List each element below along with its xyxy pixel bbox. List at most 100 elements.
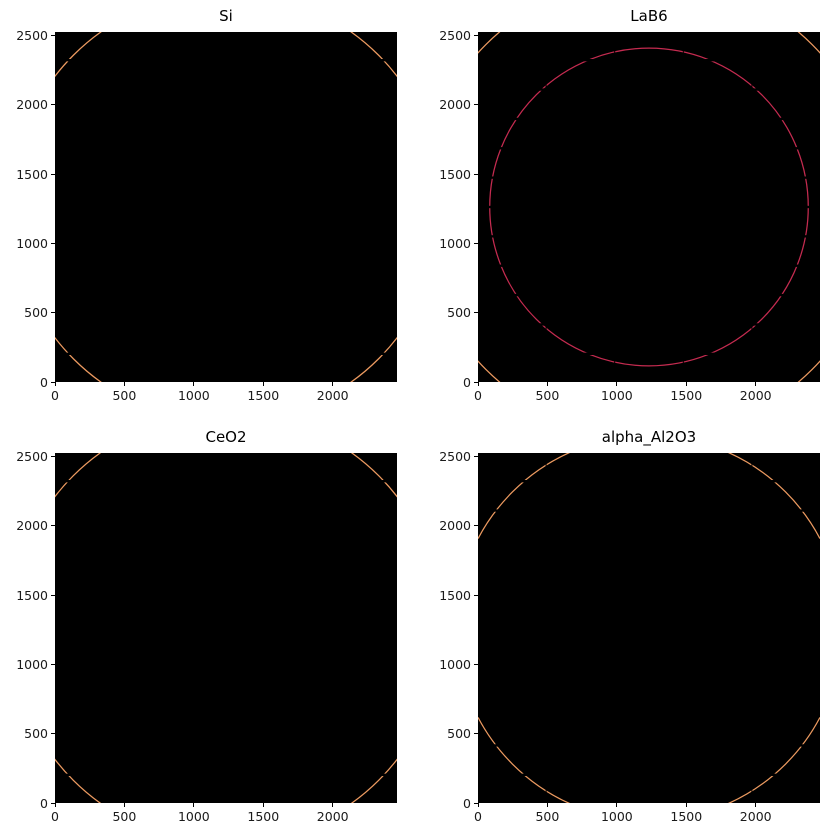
y-tick [474,663,478,665]
y-tick-label: 2000 [439,97,471,113]
y-tick [51,663,55,665]
x-tick-label: 1000 [600,388,633,403]
y-tick-label: 1000 [439,235,471,251]
x-tick-label: 1500 [247,388,280,403]
y-tick [51,173,55,175]
y-tick [474,381,478,383]
y-tick [474,594,478,596]
y-tick-label: 0 [40,795,48,811]
y-tick-label: 2000 [439,518,471,534]
x-tick [54,803,56,807]
y-tick-label: 1000 [16,656,48,672]
y-tick [474,312,478,314]
y-tick-label: 0 [463,374,471,390]
x-tick [755,382,757,386]
y-tick-label: 1500 [439,587,471,603]
x-tick [546,382,548,386]
y-tick-label: 0 [40,374,48,390]
y-tick-label: 1500 [16,166,48,182]
y-tick [474,242,478,244]
x-tick-label: 500 [535,809,560,824]
y-tick-label: 500 [24,305,48,321]
y-tick-label: 500 [24,726,48,742]
x-tick-label: 2000 [316,809,349,824]
x-tick [332,803,334,807]
x-tick [616,382,618,386]
y-tick [51,525,55,527]
y-tick-label: 1000 [16,235,48,251]
y-tick-label: 1000 [439,656,471,672]
y-tick-label: 500 [447,726,471,742]
y-tick [51,381,55,383]
y-tick [51,35,55,37]
subplot-title-alpha-al2o3: alpha_Al2O3 [601,428,697,446]
x-tick [54,382,56,386]
y-tick [51,104,55,106]
x-tick [332,382,334,386]
x-tick-label: 1000 [177,388,210,403]
subplot-title-ceo2: CeO2 [205,428,247,446]
y-tick [474,35,478,37]
y-tick-label: 2500 [16,449,48,465]
subplot-si: Si 0 500 1000 1500 2000 0 500 1000 1500 2000 2500 [16,7,397,403]
x-tick [193,803,195,807]
y-tick-label: 1500 [439,166,471,182]
diffraction-image-ceo2 [55,453,397,803]
x-tick-label: 500 [535,388,560,403]
x-tick [123,382,125,386]
y-tick [51,802,55,804]
y-tick [51,242,55,244]
y-tick [474,733,478,735]
diffraction-image-alpha-al2o3 [478,453,820,803]
x-tick-label: 2000 [739,809,772,824]
subplot-ceo2: CeO2 0 500 1000 1500 2000 0 500 1000 1500 2000 250… [16,428,397,824]
x-tick [616,803,618,807]
x-tick [477,803,479,807]
y-tick [51,733,55,735]
x-tick-label: 0 [474,388,482,403]
y-tick [474,104,478,106]
y-tick-label: 2500 [439,449,471,465]
y-tick [474,173,478,175]
diffraction-image-si [55,32,397,382]
x-tick [755,803,757,807]
y-tick-label: 2500 [439,28,471,44]
x-tick-label: 1000 [177,809,210,824]
x-tick [123,803,125,807]
subplot-title-lab6: LaB6 [630,7,668,25]
x-tick-label: 1500 [670,809,703,824]
y-tick [51,312,55,314]
x-tick [685,382,687,386]
y-tick-label: 2000 [16,97,48,113]
subplot-lab6: LaB6 0 500 1000 1500 2000 0 500 1000 1500 2000 250… [439,7,820,403]
x-tick [477,382,479,386]
x-tick-label: 500 [112,388,137,403]
x-tick-label: 500 [112,809,137,824]
y-tick [474,802,478,804]
x-tick-label: 2000 [739,388,772,403]
subplot-title-si: Si [219,7,233,25]
y-tick [474,456,478,458]
x-tick-label: 1500 [670,388,703,403]
y-tick [474,525,478,527]
y-tick [51,594,55,596]
y-tick-label: 1500 [16,587,48,603]
y-tick [51,456,55,458]
x-tick-label: 1500 [247,809,280,824]
diffraction-image-lab6 [478,32,820,382]
x-tick [262,382,264,386]
x-tick [193,382,195,386]
y-tick-label: 500 [447,305,471,321]
y-tick-label: 2500 [16,28,48,44]
x-tick-label: 0 [51,809,59,824]
x-tick-label: 0 [51,388,59,403]
y-tick-label: 0 [463,795,471,811]
subplot-alpha-al2o3: alpha_Al2O3 0 500 1000 1500 2000 0 500 1000 1500… [439,428,820,824]
x-tick-label: 0 [474,809,482,824]
x-tick-label: 1000 [600,809,633,824]
x-tick [546,803,548,807]
x-tick-label: 2000 [316,388,349,403]
x-tick [262,803,264,807]
y-tick-label: 2000 [16,518,48,534]
